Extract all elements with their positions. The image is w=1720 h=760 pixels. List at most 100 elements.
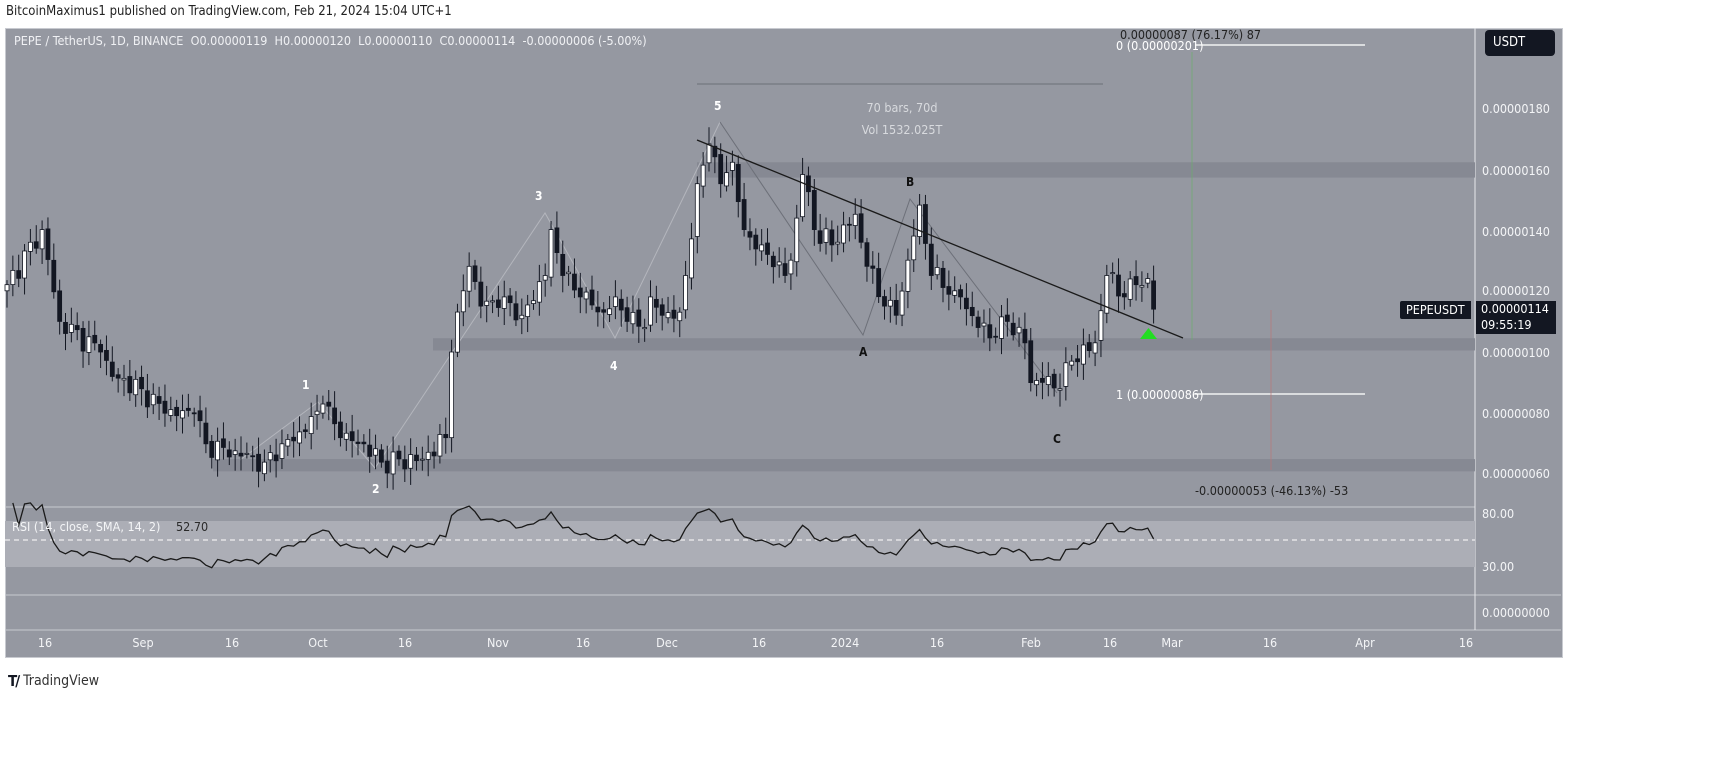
candle-body	[630, 312, 636, 325]
candle-body	[39, 229, 45, 250]
candle	[969, 291, 975, 327]
candle-body	[975, 316, 981, 328]
candle	[302, 423, 308, 439]
candle	[847, 217, 852, 242]
publisher-line: BitcoinMaximus1 published on TradingView…	[6, 4, 452, 19]
rsi-title: RSI (14, close, SMA, 14, 2)	[12, 519, 160, 534]
descending-trendline[interactable]	[696, 139, 1184, 339]
candle-body	[946, 286, 952, 295]
candle-body	[501, 296, 507, 309]
candle-body	[642, 327, 648, 330]
candle-body	[858, 213, 864, 243]
candle	[554, 211, 560, 264]
candle	[22, 244, 27, 295]
candle-body	[373, 448, 378, 456]
candle	[373, 434, 378, 470]
candle-body	[694, 183, 700, 237]
candle-body	[952, 290, 958, 296]
candle	[730, 150, 735, 186]
candle-body	[665, 312, 671, 319]
candle-body	[1075, 358, 1080, 363]
time-axis[interactable]: 16 Sep 16 Oct 16 Nov 16 Dec 16 2024 16 Feb 16 Mar 16 Ap…	[38, 635, 1473, 650]
candle-body	[870, 265, 876, 269]
candle-body	[823, 228, 829, 243]
candle	[665, 296, 671, 324]
time-tick: 16	[1459, 635, 1473, 650]
candle	[501, 280, 507, 325]
candle	[572, 258, 577, 299]
candle	[759, 229, 765, 261]
measure-volume-text: Vol 1532.025T	[862, 122, 943, 137]
candle-body	[16, 270, 22, 279]
candle	[144, 373, 150, 418]
price-tick: 0.00000140	[1482, 224, 1550, 239]
candle-body	[800, 174, 805, 218]
candle-body	[1028, 340, 1034, 384]
price-tick: 0.00000160	[1482, 163, 1550, 178]
candle	[689, 222, 694, 290]
candle-body	[788, 259, 794, 275]
candle	[817, 213, 823, 252]
candle	[794, 204, 800, 277]
candle	[765, 228, 770, 265]
correction-wave-lines[interactable]	[719, 121, 1058, 394]
candle-body	[455, 311, 460, 353]
candle-body	[882, 296, 887, 307]
price-axis[interactable]: 0.00000180 0.00000160 0.00000140 0.00000…	[1482, 101, 1550, 620]
wave-label-b: B	[906, 175, 914, 189]
candle-body	[402, 459, 408, 470]
high-value: 0.00000120	[283, 33, 351, 48]
last-price-value: 0.00000114	[1481, 301, 1549, 316]
candle-body	[776, 261, 782, 266]
measure-bars-text: 70 bars, 70d	[867, 100, 938, 115]
candle	[495, 285, 501, 317]
candle	[648, 280, 653, 332]
wave-label-1: 1	[302, 378, 310, 392]
candle	[531, 289, 536, 310]
candle	[958, 284, 963, 310]
candle-body	[1069, 360, 1075, 366]
candle	[899, 282, 905, 327]
candle-body	[712, 145, 718, 158]
candle	[1051, 368, 1057, 397]
candle-body	[718, 154, 724, 185]
footer[interactable]: T∕ TradingView	[8, 672, 99, 690]
candle	[297, 416, 302, 457]
candle-body	[250, 455, 256, 458]
candle	[180, 394, 185, 434]
wave-label-2: 2	[372, 482, 380, 496]
time-tick: Oct	[308, 635, 328, 650]
candle-body	[343, 432, 349, 440]
candle-body	[607, 308, 612, 315]
candle	[51, 243, 57, 299]
candle	[1057, 373, 1063, 407]
candle	[770, 251, 776, 284]
candle	[209, 434, 215, 469]
symbol-legend[interactable]: PEPE / TetherUS, 1D, BINANCE O0.00000119…	[14, 33, 647, 48]
candle-body	[74, 325, 80, 331]
candle-body	[63, 321, 68, 334]
candle	[934, 254, 940, 280]
candle-body	[384, 460, 390, 474]
candle	[162, 384, 168, 427]
candle	[332, 391, 338, 441]
candle	[630, 295, 636, 334]
candle	[542, 263, 548, 297]
candle-body	[706, 143, 712, 164]
candle	[326, 390, 332, 421]
candle	[139, 365, 144, 406]
candle-body	[45, 228, 51, 260]
candle-body	[460, 290, 466, 313]
candle	[1139, 271, 1145, 302]
candle-body	[1057, 388, 1063, 391]
candle	[741, 182, 747, 237]
candle	[1145, 272, 1151, 289]
currency-button[interactable]: USDT	[1485, 30, 1555, 56]
time-tick: Dec	[656, 635, 678, 650]
candle-body	[261, 461, 267, 475]
candle-body	[572, 273, 577, 291]
candle-body	[782, 263, 788, 276]
wave-label-4: 4	[610, 359, 618, 373]
candle-body	[1104, 275, 1110, 314]
